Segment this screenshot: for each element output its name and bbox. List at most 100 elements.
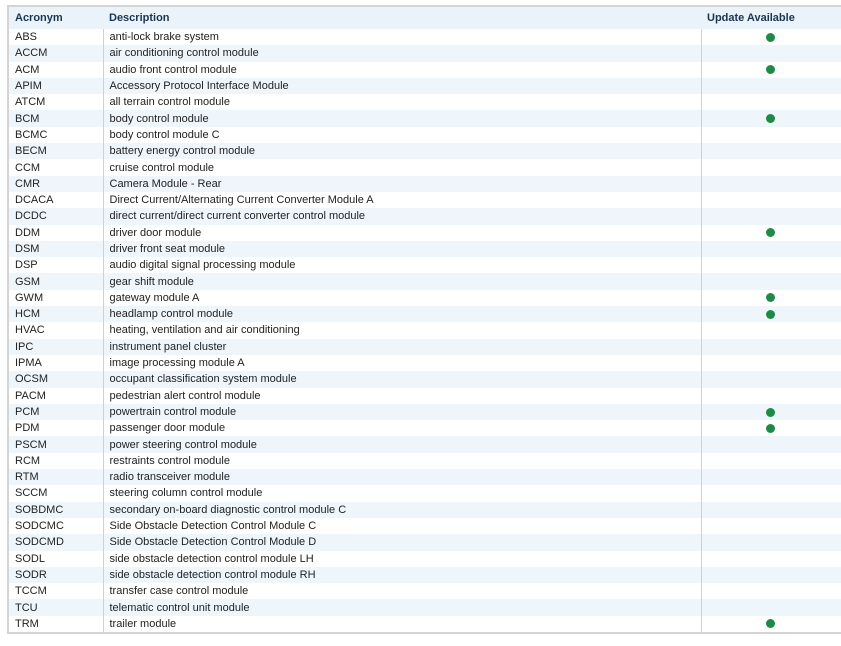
acronym: CCM <box>15 161 41 174</box>
row: ACCM air conditioning control module <box>9 45 841 62</box>
row: PSCM power steering control module <box>9 436 841 453</box>
row: TCCM transfer case control module <box>9 583 841 600</box>
table: Acronym Description Update Available ABS… <box>9 7 841 632</box>
description: passenger door module <box>102 420 701 437</box>
update-cell <box>700 45 841 62</box>
acronym: OCSM <box>9 371 103 388</box>
update-dot <box>766 309 776 319</box>
acronym: SODCMC <box>15 520 64 533</box>
row: DDM driver door module <box>9 224 841 241</box>
description: all terrain control module <box>102 94 701 111</box>
description: headlamp control module <box>102 306 701 323</box>
update-cell <box>700 273 841 290</box>
description: power steering control module <box>102 436 701 453</box>
description: Side Obstacle Detection Control Module C <box>102 517 701 535</box>
row: DSP audio digital signal processing modul… <box>9 257 841 274</box>
row: OCSM occupant classification system modul… <box>9 371 841 388</box>
update-dot <box>766 423 776 433</box>
acronym: TRM <box>15 617 39 630</box>
row: GSM gear shift module <box>9 273 841 290</box>
module-table: Acronym Description Update Available ABS… <box>7 5 841 634</box>
acronym: PACM <box>15 389 46 402</box>
update-dot <box>766 619 776 629</box>
acronym: DSP <box>15 259 38 272</box>
acronym: PCM <box>9 403 103 421</box>
acronym: BCM <box>9 110 103 127</box>
update-cell <box>700 583 841 600</box>
description: audio digital signal processing module <box>102 257 701 274</box>
row: DSM driver front seat module <box>9 240 841 258</box>
acronym: PDM <box>15 422 40 435</box>
acronym: RCM <box>15 454 41 467</box>
row: CCM cruise control module <box>9 159 841 176</box>
acronym: DSM <box>9 240 103 258</box>
description: driver front seat module <box>102 240 701 258</box>
acronym: CMR <box>9 175 103 192</box>
description: cruise control module <box>102 159 701 176</box>
description: image processing module A <box>102 354 701 372</box>
acronym: RTM <box>9 469 103 486</box>
description: side obstacle detection control module L… <box>102 550 701 567</box>
update-cell <box>700 77 841 95</box>
row: PCM powertrain control module <box>9 403 841 421</box>
row: SCCM steering column control module <box>9 485 841 502</box>
acronym: TCU <box>9 599 103 616</box>
acronym: DDM <box>15 226 41 239</box>
row: SODCMD Side Obstacle Detection Control Mo… <box>9 534 841 551</box>
acronym: BECM <box>9 143 103 160</box>
acronym: SODCMD <box>9 534 103 551</box>
update-cell <box>700 550 841 567</box>
update-dot <box>766 293 776 303</box>
update-cell <box>700 289 841 307</box>
update-cell <box>700 110 841 127</box>
update-cell <box>700 338 841 355</box>
acronym: ACM <box>15 63 40 76</box>
description: pedestrian alert control module <box>102 387 701 404</box>
description: transfer case control module <box>102 583 701 600</box>
description: body control module <box>102 110 701 127</box>
update-cell <box>700 501 841 518</box>
description: instrument panel cluster <box>102 338 701 355</box>
description: direct current/direct current converter … <box>102 208 701 225</box>
update-cell <box>700 126 841 144</box>
row: BECM battery energy control module <box>9 143 841 160</box>
row: TCU telematic control unit module <box>9 599 841 616</box>
acronym: DCDC <box>9 208 103 225</box>
row: SODCMC Side Obstacle Detection Control Mo… <box>9 517 841 535</box>
description: side obstacle detection control module R… <box>102 566 701 584</box>
acronym: HVAC <box>15 324 45 337</box>
row: RTM radio transceiver module <box>9 469 841 486</box>
row: BCM body control module <box>9 110 841 127</box>
description: secondary on-board diagnostic control mo… <box>102 501 701 518</box>
row: SODR side obstacle detection control modu… <box>9 566 841 584</box>
update-dot <box>766 32 776 42</box>
acronym: BCMC <box>15 128 48 141</box>
description: radio transceiver module <box>102 469 701 486</box>
update-cell <box>700 61 841 78</box>
description: driver door module <box>102 224 701 241</box>
row: HVAC heating, ventilation and air conditi… <box>9 322 841 339</box>
acronym: GSM <box>9 273 103 290</box>
description: battery energy control module <box>102 143 701 160</box>
description: steering column control module <box>102 485 701 502</box>
description: air conditioning control module <box>102 45 701 62</box>
update-cell <box>700 29 841 46</box>
row: CMR Camera Module - Rear <box>9 175 841 192</box>
update-cell <box>700 615 841 632</box>
update-cell <box>700 420 841 437</box>
description: gateway module A <box>102 289 701 307</box>
update-cell <box>700 534 841 551</box>
description: body control module C <box>102 126 701 144</box>
update-dot <box>766 228 776 238</box>
update-cell <box>700 94 841 111</box>
update-cell <box>700 354 841 372</box>
update-dot <box>766 65 776 75</box>
row: TRM trailer module <box>9 615 841 632</box>
acronym: SCCM <box>15 487 48 500</box>
row: BCMC body control module C <box>9 126 841 144</box>
acronym: TCCM <box>15 585 47 598</box>
description: telematic control unit module <box>102 599 701 616</box>
update-cell <box>700 599 841 616</box>
description: occupant classification system module <box>102 371 701 388</box>
